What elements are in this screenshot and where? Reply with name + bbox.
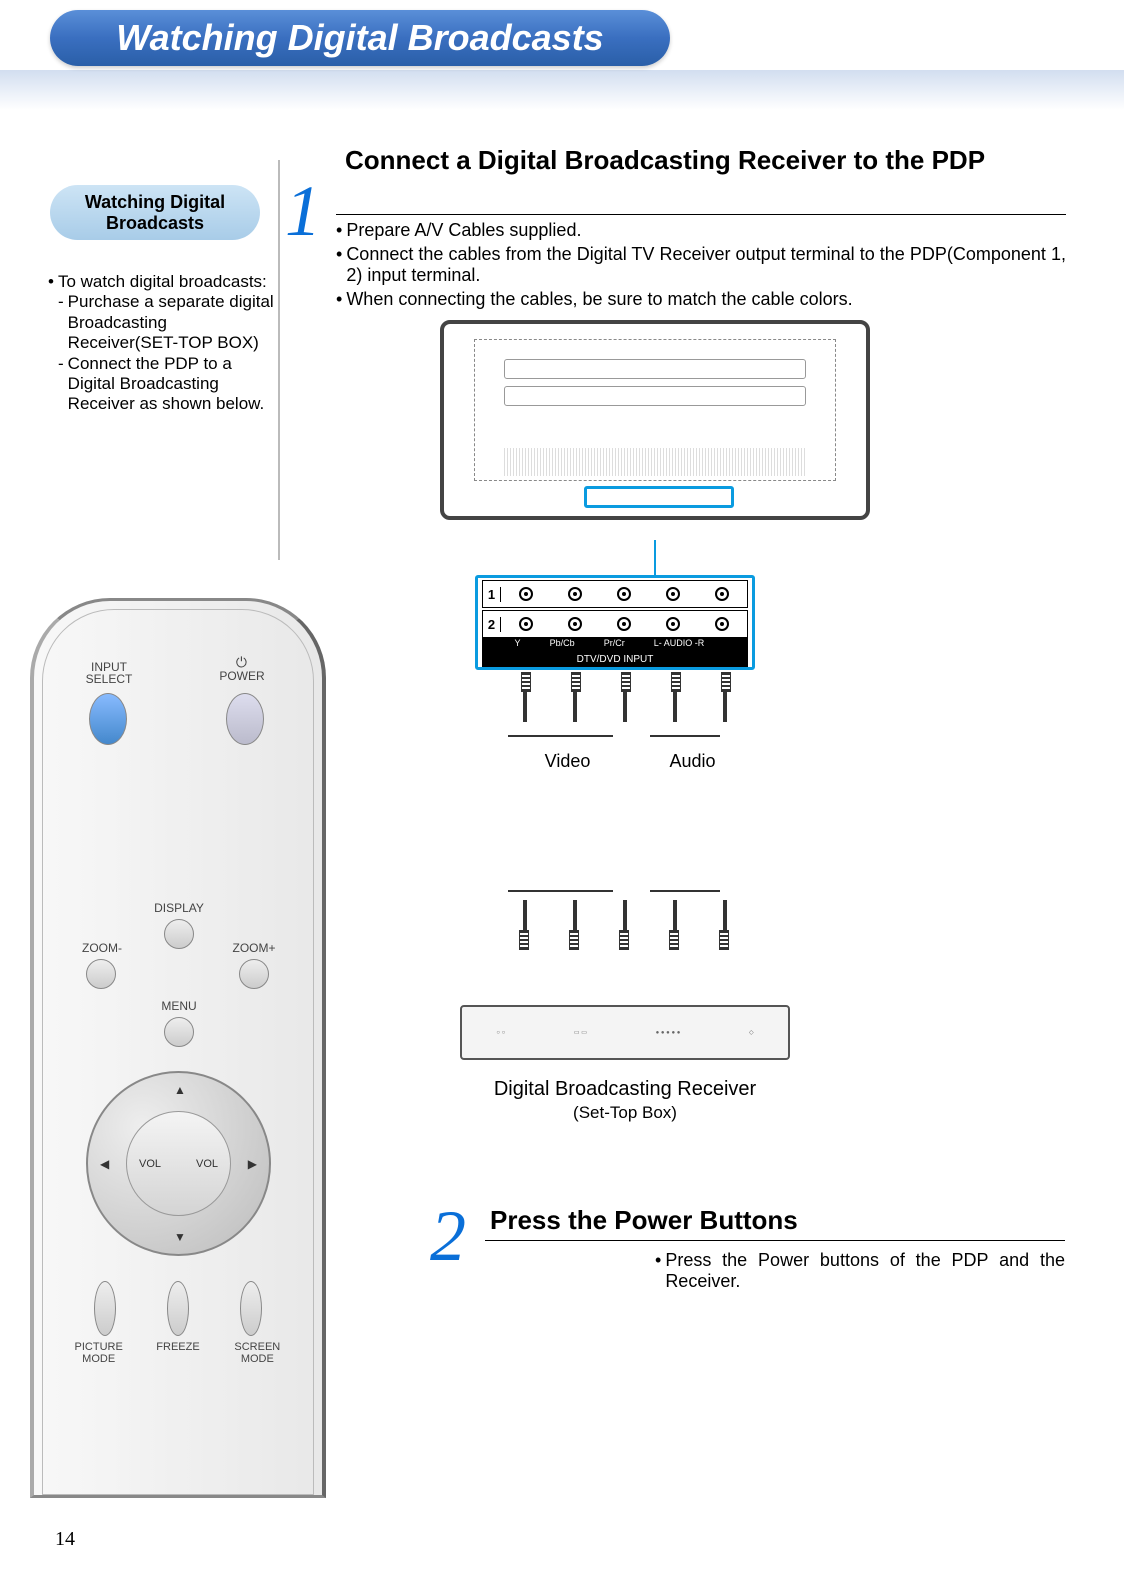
- jack-icon: [715, 617, 729, 631]
- vol-right-label: VOL: [196, 1158, 218, 1170]
- pdp-rear-panel-diagram: [440, 320, 870, 520]
- connector-labels: Y Pb/Cb Pr/Cr L- AUDIO -R: [482, 638, 748, 652]
- zoom-plus-label: ZOOM+: [224, 941, 284, 955]
- connector-row-2: 2: [482, 610, 748, 638]
- step1-bullet-1: Prepare A/V Cables supplied.: [346, 220, 1066, 242]
- jack-icon: [568, 587, 582, 601]
- step1-bullet-2: Connect the cables from the Digital TV R…: [346, 244, 1066, 287]
- jack-icon: [666, 617, 680, 631]
- step-2-number: 2: [430, 1195, 466, 1278]
- row-1-label: 1: [483, 587, 501, 602]
- dpad[interactable]: ▲ ▼ ◀ ▶ VOL VOL: [86, 1071, 271, 1256]
- plug-icon: [720, 672, 730, 722]
- power-label: POWER: [207, 669, 277, 683]
- plug-icon: [620, 672, 630, 722]
- label-prcr: Pr/Cr: [604, 638, 625, 652]
- page-title-banner: Watching Digital Broadcasts: [50, 10, 670, 66]
- sidebar-title: Watching Digital Broadcasts: [50, 192, 260, 233]
- step-1-number: 1: [285, 170, 321, 253]
- set-top-box-caption: Digital Broadcasting Receiver (Set-Top B…: [455, 1078, 795, 1123]
- picture-mode-label: PICTURE MODE: [64, 1341, 134, 1365]
- jack-icon: [666, 587, 680, 601]
- freeze-button[interactable]: [167, 1281, 189, 1336]
- zoom-minus-label: ZOOM-: [72, 941, 132, 955]
- plug-icon: [520, 900, 530, 950]
- left-arrow-icon[interactable]: ◀: [100, 1157, 109, 1171]
- remote-control-diagram: INPUT SELECT ⏻ POWER DISPLAY ZOOM- ZOOM+…: [30, 598, 326, 1498]
- connector-bottom-label: DTV/DVD INPUT: [482, 652, 748, 667]
- page-number: 14: [55, 1528, 75, 1551]
- dtv-dvd-input-panel: 1 2 Y Pb/Cb Pr/Cr L- AUDIO -R DTV/DVD IN…: [475, 575, 755, 670]
- vertical-divider: [278, 160, 280, 560]
- display-button[interactable]: [164, 919, 194, 949]
- sidebar-title-pill: Watching Digital Broadcasts: [50, 185, 260, 240]
- step1-bullet-3: When connecting the cables, be sure to m…: [346, 289, 1066, 311]
- cable-diagram: Video Audio: [500, 672, 750, 1002]
- step-1-body: •Prepare A/V Cables supplied. •Connect t…: [336, 220, 1066, 312]
- callout-line: [654, 540, 656, 580]
- plug-icon: [670, 900, 680, 950]
- screen-mode-label: SCREEN MODE: [222, 1341, 292, 1365]
- title-shadow: [0, 70, 1124, 110]
- jack-icon: [715, 587, 729, 601]
- plug-icon: [570, 900, 580, 950]
- plug-icon: [620, 900, 630, 950]
- connector-row-1: 1: [482, 580, 748, 608]
- display-label: DISPLAY: [144, 901, 214, 915]
- pdp-port-highlight: [584, 486, 734, 508]
- step-1-rule: [336, 214, 1066, 215]
- sidebar-intro: To watch digital broadcasts:: [58, 272, 267, 292]
- screen-mode-button[interactable]: [240, 1281, 262, 1336]
- plug-icon: [670, 672, 680, 722]
- right-arrow-icon[interactable]: ▶: [248, 1157, 257, 1171]
- jack-icon: [519, 587, 533, 601]
- input-select-label: INPUT SELECT: [74, 661, 144, 685]
- step-1-title: Connect a Digital Broadcasting Receiver …: [345, 145, 1065, 176]
- jack-icon: [617, 617, 631, 631]
- input-select-button[interactable]: [89, 693, 127, 745]
- set-top-box-diagram: ○ ○▭ ▭● ● ● ● ●◇: [460, 1005, 790, 1060]
- zoom-plus-button[interactable]: [239, 959, 269, 989]
- sidebar-item-1: Purchase a separate digital Broadcasting…: [68, 292, 276, 353]
- label-pbcb: Pb/Cb: [550, 638, 575, 652]
- jack-icon: [568, 617, 582, 631]
- plug-icon: [520, 672, 530, 722]
- plug-icon: [570, 672, 580, 722]
- menu-label: MENU: [154, 999, 204, 1013]
- settop-caption-sub: (Set-Top Box): [455, 1103, 795, 1123]
- dpad-center[interactable]: VOL VOL: [126, 1111, 231, 1216]
- settop-caption-main: Digital Broadcasting Receiver: [494, 1078, 756, 1100]
- vol-left-label: VOL: [139, 1158, 161, 1170]
- plug-icon: [720, 900, 730, 950]
- jack-icon: [519, 617, 533, 631]
- freeze-label: FREEZE: [143, 1341, 213, 1365]
- down-arrow-icon[interactable]: ▼: [174, 1230, 186, 1244]
- step-2-title: Press the Power Buttons: [490, 1205, 798, 1236]
- zoom-minus-button[interactable]: [86, 959, 116, 989]
- label-y: Y: [515, 638, 521, 652]
- menu-button[interactable]: [164, 1017, 194, 1047]
- sidebar-item-2: Connect the PDP to a Digital Broadcastin…: [68, 354, 276, 415]
- step-2-body: •Press the Power buttons of the PDP and …: [655, 1250, 1065, 1292]
- step2-text: Press the Power buttons of the PDP and t…: [665, 1250, 1065, 1292]
- picture-mode-button[interactable]: [94, 1281, 116, 1336]
- page-title: Watching Digital Broadcasts: [116, 17, 603, 59]
- label-audio: L- AUDIO -R: [654, 638, 705, 652]
- audio-label: Audio: [643, 751, 743, 772]
- jack-icon: [617, 587, 631, 601]
- step-2-rule: [485, 1240, 1065, 1241]
- power-button[interactable]: [226, 693, 264, 745]
- video-label: Video: [508, 751, 628, 772]
- row-2-label: 2: [483, 617, 501, 632]
- up-arrow-icon[interactable]: ▲: [174, 1083, 186, 1097]
- sidebar-instructions: •To watch digital broadcasts: -Purchase …: [48, 272, 276, 415]
